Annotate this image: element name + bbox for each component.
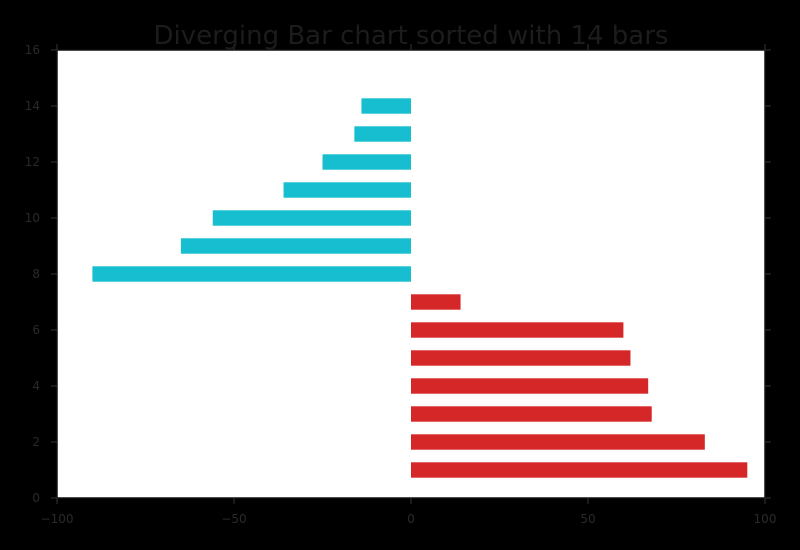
y-axis: 0 2 4 6 8 10 12 14 16 <box>25 43 771 505</box>
bar-14 <box>361 98 411 114</box>
x-tick-label: 50 <box>580 512 595 526</box>
x-axis: −100 −50 0 50 100 <box>41 44 777 526</box>
bar-3 <box>411 406 652 422</box>
y-tick-label: 2 <box>32 435 40 449</box>
y-tick-label: 0 <box>32 491 40 505</box>
bar-10 <box>212 210 411 226</box>
bar-13 <box>354 126 411 142</box>
x-tick-label: 100 <box>754 512 777 526</box>
bar-6 <box>411 322 624 338</box>
x-tick-label: 0 <box>407 512 415 526</box>
y-tick-label: 16 <box>25 43 40 57</box>
y-tick-label: 6 <box>32 323 40 337</box>
y-tick-label: 12 <box>25 155 40 169</box>
y-tick-label: 4 <box>32 379 40 393</box>
bar-5 <box>411 350 631 366</box>
x-tick-label: −50 <box>221 512 246 526</box>
x-tick-label: −100 <box>41 512 74 526</box>
bar-11 <box>283 182 411 198</box>
bar-7 <box>411 294 461 310</box>
bar-8 <box>92 266 412 282</box>
y-tick-label: 10 <box>25 211 40 225</box>
y-tick-label: 8 <box>32 267 40 281</box>
bar-4 <box>411 378 649 394</box>
bar-group <box>92 98 748 478</box>
chart-title: Diverging Bar chart sorted with 14 bars <box>154 21 669 51</box>
bar-9 <box>180 238 411 254</box>
bar-2 <box>411 434 705 450</box>
bar-1 <box>411 462 748 478</box>
y-tick-label: 14 <box>25 99 40 113</box>
bar-12 <box>322 154 411 170</box>
